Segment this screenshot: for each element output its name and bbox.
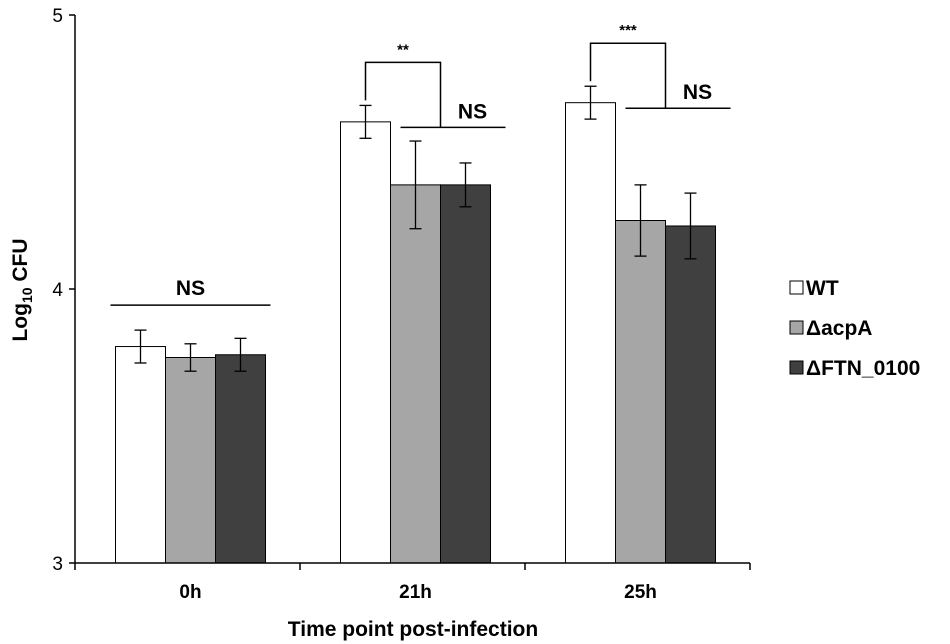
ns-label-0h: NS (176, 277, 205, 300)
bar-wt-25h (565, 102, 616, 564)
bar-wt-0h (115, 346, 166, 564)
bar-wt-21h (340, 121, 391, 564)
bar-ftn0100-0h (215, 354, 266, 564)
legend-label-0: WT (806, 277, 839, 300)
legend-swatch-2 (789, 360, 804, 375)
y-tick-label-5: 5 (52, 6, 63, 27)
legend-swatch-1 (789, 320, 804, 335)
bar-ftn0100-25h (665, 225, 716, 564)
ns-label-21h: NS (458, 100, 487, 123)
x-tick-label-25h: 25h (624, 582, 657, 603)
bar-ftn0100-21h (440, 184, 491, 564)
legend-label-2: ΔFTN_0100 (806, 357, 920, 380)
significance-stars-21h: ** (397, 41, 409, 58)
y-axis-title-subscript: 10 (19, 287, 35, 303)
y-tick-label-4: 4 (52, 280, 63, 301)
bar-acpa-0h (165, 357, 216, 564)
bars-layer (115, 102, 716, 564)
y-axis-title-tail: CFU (9, 238, 32, 287)
bracket-25h (589, 42, 667, 109)
legend: WT ΔacpA ΔFTN_0100 (789, 277, 920, 380)
x-tick-label-0h: 0h (179, 582, 201, 603)
error-bars-layer (134, 85, 697, 372)
annotations-layer: NS ** NS *** NS (110, 22, 731, 306)
legend-swatch-0 (789, 280, 804, 295)
bracket-21h (364, 61, 442, 128)
axes-layer: 0h 21h 25h 3 4 5 (52, 6, 751, 603)
x-tick-label-21h: 21h (399, 582, 432, 603)
y-axis-title: Log10 CFU (9, 238, 35, 341)
y-tick-label-3: 3 (52, 554, 63, 575)
x-axis-title: Time point post-infection (288, 618, 538, 641)
bar-acpa-21h (390, 184, 441, 564)
legend-label-1: ΔacpA (806, 317, 872, 340)
bar-acpa-25h (615, 220, 666, 564)
significance-stars-25h: *** (619, 22, 637, 39)
ns-label-25h: NS (683, 81, 712, 104)
